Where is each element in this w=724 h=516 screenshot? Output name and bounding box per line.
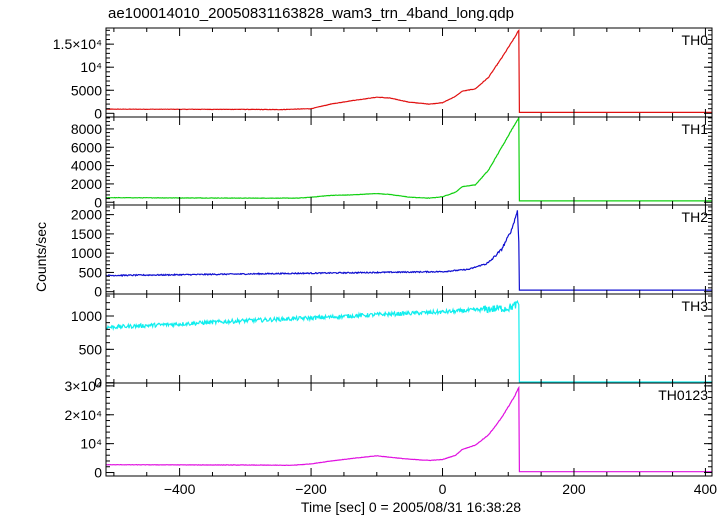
series-line-th1 bbox=[106, 117, 712, 202]
y-tick-label: 10⁴ bbox=[80, 59, 102, 75]
y-tick-label: 0 bbox=[94, 465, 102, 481]
y-tick-label: 10⁴ bbox=[80, 436, 102, 452]
panel-frame bbox=[105, 27, 713, 118]
panel-th3: 0 500 1000 TH3 bbox=[71, 293, 713, 391]
x-axis-label: Time [sec] 0 = 2005/08/31 16:38:28 bbox=[301, 499, 521, 515]
panel-frame bbox=[105, 382, 713, 477]
series-line-th2 bbox=[105, 210, 712, 291]
panel-th1: 0 2000 4000 6000 8000 TH1 bbox=[71, 116, 713, 210]
y-tick-label: 2000 bbox=[71, 176, 102, 192]
panel-label-th0123: TH0123 bbox=[658, 387, 708, 403]
y-tick-label: 1500 bbox=[71, 226, 102, 242]
panel-frame bbox=[105, 293, 713, 384]
y-tick-label: 3×10⁴ bbox=[64, 378, 102, 394]
x-tick-label: 0 bbox=[439, 481, 447, 497]
x-tick-label: −400 bbox=[164, 481, 196, 497]
series-line-th0 bbox=[105, 29, 712, 113]
panel-label-th2: TH2 bbox=[682, 209, 709, 225]
panel-th0: 0 5000 10⁴ 1.5×10⁴ TH0 bbox=[53, 27, 713, 121]
y-tick-label: 6000 bbox=[71, 139, 102, 155]
x-tick-label: 200 bbox=[562, 481, 586, 497]
y-tick-label: 0 bbox=[94, 284, 102, 300]
panel-label-th3: TH3 bbox=[682, 298, 709, 314]
y-tick-label: 0 bbox=[94, 105, 102, 121]
y-tick-label: 2×10⁴ bbox=[64, 407, 102, 423]
series-line-th3 bbox=[105, 299, 712, 383]
panel-label-th0: TH0 bbox=[682, 32, 709, 48]
y-tick-label: 1000 bbox=[71, 308, 102, 324]
y-tick-label: 2000 bbox=[71, 207, 102, 223]
chart-title: ae100014010_20050831163828_wam3_trn_4ban… bbox=[108, 5, 514, 22]
y-axis-label: Counts/sec bbox=[33, 222, 49, 292]
y-tick-label: 500 bbox=[79, 341, 103, 357]
panel-th0123: 0 10⁴ 2×10⁴ 3×10⁴ TH0123 −400 −200 0 200 400 bbox=[64, 378, 717, 497]
panel-label-th1: TH1 bbox=[682, 121, 709, 137]
y-tick-label: 1000 bbox=[71, 245, 102, 261]
y-tick-label: 0 bbox=[94, 194, 102, 210]
x-tick-label: −200 bbox=[295, 481, 327, 497]
y-tick-label: 500 bbox=[79, 264, 103, 280]
panel-frame bbox=[105, 116, 713, 206]
y-tick-label: 1.5×10⁴ bbox=[53, 36, 102, 52]
x-tick-label: 400 bbox=[694, 481, 718, 497]
y-tick-label: 0 bbox=[94, 375, 102, 391]
panel-th2: 0 500 1000 1500 2000 TH2 bbox=[71, 204, 713, 300]
y-tick-label: 4000 bbox=[71, 158, 102, 174]
y-tick-label: 8000 bbox=[71, 121, 102, 137]
series-line-th0123 bbox=[106, 385, 712, 473]
y-tick-label: 5000 bbox=[71, 82, 102, 98]
panel-frame bbox=[105, 204, 713, 295]
